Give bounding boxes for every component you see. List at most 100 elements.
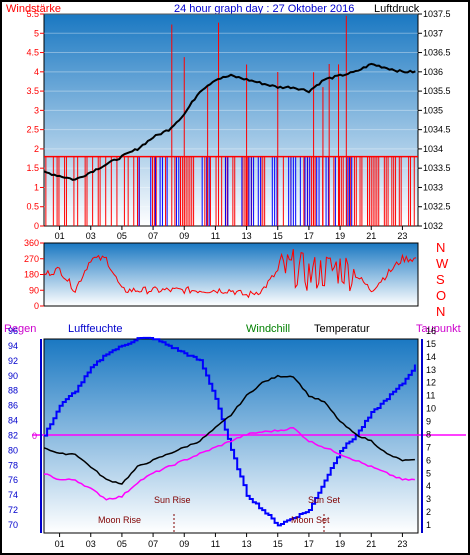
humidity-label: Luftfeuchte (68, 323, 122, 335)
moon-rise-label: Moon Rise (98, 515, 141, 525)
wind-tick-label: 0 (34, 221, 39, 231)
wind-tick-label: 2 (34, 144, 39, 154)
temperature-tick-label: 11 (426, 391, 435, 401)
pressure-series (43, 62, 416, 181)
sun-rise-label: Sun Rise (154, 495, 191, 505)
humidity-tick-label: 92 (8, 356, 18, 366)
pressure-axis: 1032 1032.5 1033 1033.5 1034 1034.5 1035 1035.5… (418, 9, 451, 231)
top-plot-area (43, 13, 419, 227)
wind-tick-label: 0.5 (26, 202, 39, 212)
rain-label: Regen (4, 323, 36, 335)
temperature-tick-label: 1 (426, 520, 431, 530)
dewpoint-label: Taupunkt (416, 323, 461, 335)
time-tick-label: 09 (179, 539, 189, 549)
temperature-tick-label: 12 (426, 378, 436, 388)
direction-axis: 0 90 180 270 360 (24, 238, 44, 311)
humidity-axis: 70 72 74 76 78 80 82 84 86 88 90 92 94 96 (8, 326, 42, 533)
pressure-tick-label: 1034 (423, 144, 443, 154)
wind-label: Windstärke (6, 3, 61, 15)
wind-tick-label: 1.5 (26, 163, 39, 173)
time-tick-label: 01 (55, 231, 65, 241)
chart-title: 24 hour graph day : 27 Oktober 2016 (174, 3, 354, 15)
windchill-label: Windchill (246, 323, 290, 335)
humidity-line (44, 336, 416, 527)
time-tick-label: 11 (211, 231, 220, 241)
humidity-tick-label: 80 (8, 445, 18, 455)
humidity-tick-label: 78 (8, 460, 18, 470)
pressure-tick-label: 1036 (423, 67, 443, 77)
time-tick-label: 15 (273, 231, 283, 241)
dewpoint-line (44, 427, 415, 501)
humidity-tick-label: 74 (8, 490, 18, 500)
compass-label: N (436, 240, 445, 255)
temperature-tick-label: 2 (426, 507, 431, 517)
temperature-tick-label: 5 (426, 468, 431, 478)
compass-label: O (436, 288, 446, 303)
temperature-tick-label: 14 (426, 352, 436, 362)
direction-line (43, 249, 417, 299)
temperature-tick-label: 15 (426, 339, 436, 349)
temperature-line (43, 374, 415, 485)
humidity-tick-label: 90 (8, 371, 18, 381)
humidity-tick-label: 70 (8, 520, 18, 530)
temperature-tick-label: 13 (426, 365, 436, 375)
wind-axis: 0 0.5 1 1.5 2 2.5 3 3.5 4 4.5 5 5.5 (26, 9, 44, 231)
time-tick-label: 21 (366, 539, 376, 549)
sun-set-label: Sun Set (308, 495, 341, 505)
pressure-tick-label: 1033 (423, 182, 443, 192)
time-tick-label: 23 (397, 231, 407, 241)
time-tick-label: 17 (304, 539, 314, 549)
wind-tick-label: 3.5 (26, 86, 39, 96)
time-tick-label: 03 (86, 539, 96, 549)
pressure-line (43, 62, 416, 181)
rain-value: 0 (32, 431, 37, 441)
humidity-tick-label: 84 (8, 416, 18, 426)
pressure-tick-label: 1033.5 (423, 163, 451, 173)
humidity-tick-label: 86 (8, 401, 18, 411)
pressure-tick-label: 1037 (423, 28, 443, 38)
temperature-tick-label: 4 (426, 481, 431, 491)
temperature-tick-label: 9 (426, 417, 431, 427)
humidity-tick-label: 94 (8, 341, 18, 351)
time-tick-label: 15 (273, 539, 283, 549)
compass-label: N (436, 304, 445, 319)
wind-tick-label: 1 (34, 182, 39, 192)
time-tick-label: 09 (179, 231, 189, 241)
wind-tick-label: 5.5 (26, 9, 39, 19)
humidity-tick-label: 72 (8, 505, 18, 515)
pressure-tick-label: 1037.5 (423, 9, 451, 19)
wind-tick-label: 3 (34, 105, 39, 115)
time-tick-label: 07 (148, 539, 158, 549)
time-tick-label: 19 (335, 231, 345, 241)
time-tick-label: 19 (335, 539, 345, 549)
humidity-tick-label: 96 (8, 326, 18, 336)
direction-tick-label: 180 (24, 270, 39, 280)
pressure-label: Luftdruck (374, 3, 420, 15)
mid-plot-area (43, 242, 419, 307)
direction-tick-label: 90 (29, 285, 39, 295)
temperature-tick-label: 16 (426, 326, 436, 336)
wind-tick-label: 4 (34, 67, 39, 77)
time-tick-label: 21 (366, 231, 376, 241)
bottom-plot-area (43, 338, 419, 534)
temperature-tick-label: 8 (426, 429, 431, 439)
wind-tick-label: 5 (34, 28, 39, 38)
time-tick-label: 17 (304, 231, 314, 241)
humidity-tick-label: 76 (8, 475, 18, 485)
pressure-tick-label: 1034.5 (423, 125, 451, 135)
time-tick-label: 01 (55, 539, 65, 549)
temperature-tick-label: 6 (426, 455, 431, 465)
moon-set-label: Moon Set (291, 515, 330, 525)
pressure-tick-label: 1035.5 (423, 86, 451, 96)
direction-tick-label: 0 (34, 301, 39, 311)
wind-tick-label: 2.5 (26, 125, 39, 135)
temperature-tick-label: 10 (426, 404, 436, 414)
time-tick-label: 05 (117, 539, 127, 549)
wind-series (44, 15, 418, 226)
direction-tick-label: 360 (24, 238, 39, 248)
time-tick-label: 13 (242, 231, 252, 241)
